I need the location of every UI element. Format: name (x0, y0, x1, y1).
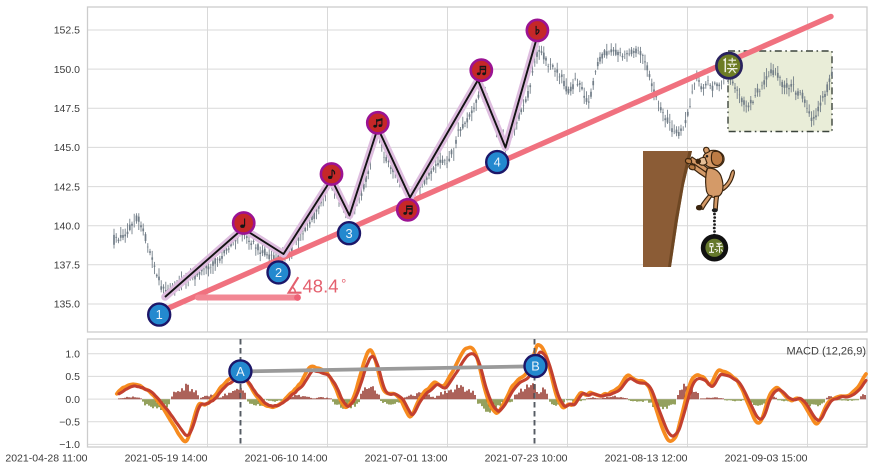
svg-text:145.0: 145.0 (54, 142, 80, 154)
svg-text:48.4 °: 48.4 ° (303, 276, 347, 297)
svg-text:2021-07-01 13:00: 2021-07-01 13:00 (365, 453, 448, 465)
svg-text:152.5: 152.5 (54, 25, 80, 37)
svg-text:0.0: 0.0 (65, 394, 80, 406)
svg-text:2: 2 (275, 265, 282, 280)
svg-text:2021-07-23 10:00: 2021-07-23 10:00 (485, 453, 568, 465)
svg-text:2021-05-19 14:00: 2021-05-19 14:00 (125, 453, 208, 465)
svg-text:1: 1 (156, 307, 163, 322)
svg-text:135.0: 135.0 (54, 299, 80, 311)
svg-text:2021-09-03 15:00: 2021-09-03 15:00 (725, 453, 808, 465)
svg-text:−1.0: −1.0 (59, 439, 80, 451)
svg-text:3: 3 (345, 226, 352, 241)
svg-text:MACD (12,26,9): MACD (12,26,9) (787, 346, 866, 358)
svg-text:4: 4 (494, 155, 501, 170)
svg-text:B: B (531, 359, 540, 374)
svg-text:137.5: 137.5 (54, 260, 80, 272)
svg-text:147.5: 147.5 (54, 103, 80, 115)
svg-text:2021-04-28 11:00: 2021-04-28 11:00 (5, 453, 87, 465)
svg-text:0.5: 0.5 (65, 371, 80, 383)
svg-text:1.0: 1.0 (65, 349, 80, 361)
svg-text:140.0: 140.0 (54, 220, 80, 232)
svg-text:2021-06-10 14:00: 2021-06-10 14:00 (245, 453, 328, 465)
svg-text:150.0: 150.0 (54, 64, 80, 76)
svg-text:A: A (236, 364, 245, 379)
svg-text:2021-08-13 12:00: 2021-08-13 12:00 (605, 453, 688, 465)
svg-text:142.5: 142.5 (54, 181, 80, 193)
svg-text:−0.5: −0.5 (59, 416, 80, 428)
